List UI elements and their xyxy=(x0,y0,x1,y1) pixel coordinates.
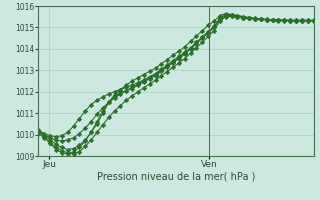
X-axis label: Pression niveau de la mer( hPa ): Pression niveau de la mer( hPa ) xyxy=(97,172,255,182)
